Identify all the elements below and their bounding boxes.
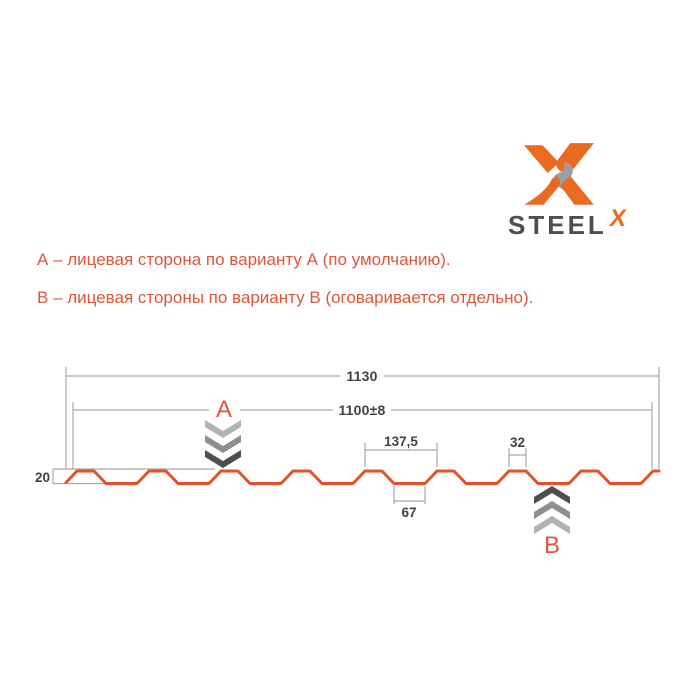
dim-working-width: 1100±8 [73, 402, 652, 418]
note-variant-b: В – лицевая стороны по варианту В (огова… [37, 288, 534, 307]
dim-total-width: 1130 [66, 368, 659, 384]
dim-rib-top-label: 32 [510, 435, 525, 450]
variant-b-marker: В [534, 486, 570, 559]
dim-rib-pitch: 137,5 [364, 434, 438, 467]
dim-working-width-label: 1100±8 [338, 402, 385, 418]
dim-valley: 67 [393, 486, 426, 520]
dim-profile-height-label: 20 [35, 470, 50, 485]
dim-rib-pitch-label: 137,5 [384, 434, 418, 449]
dim-total-width-label: 1130 [346, 368, 377, 384]
steelx-x-icon [524, 143, 594, 205]
dim-valley-label: 67 [401, 505, 416, 520]
steelx-logo: STEEL X [505, 140, 655, 245]
extension-lines [65, 367, 660, 469]
note-variant-a: А – лицевая сторона по варианту А (по ум… [37, 250, 451, 269]
variant-a-marker: А [205, 396, 241, 468]
variant-b-label: В [544, 532, 560, 559]
brand-word: STEEL [508, 210, 607, 240]
chevron-down-icon [205, 420, 241, 468]
profile-outline [64, 469, 661, 485]
chevron-up-icon [534, 486, 570, 534]
brand-row: STEEL X [508, 205, 653, 240]
variant-a-label: А [216, 396, 232, 423]
dim-rib-top: 32 [508, 435, 527, 467]
